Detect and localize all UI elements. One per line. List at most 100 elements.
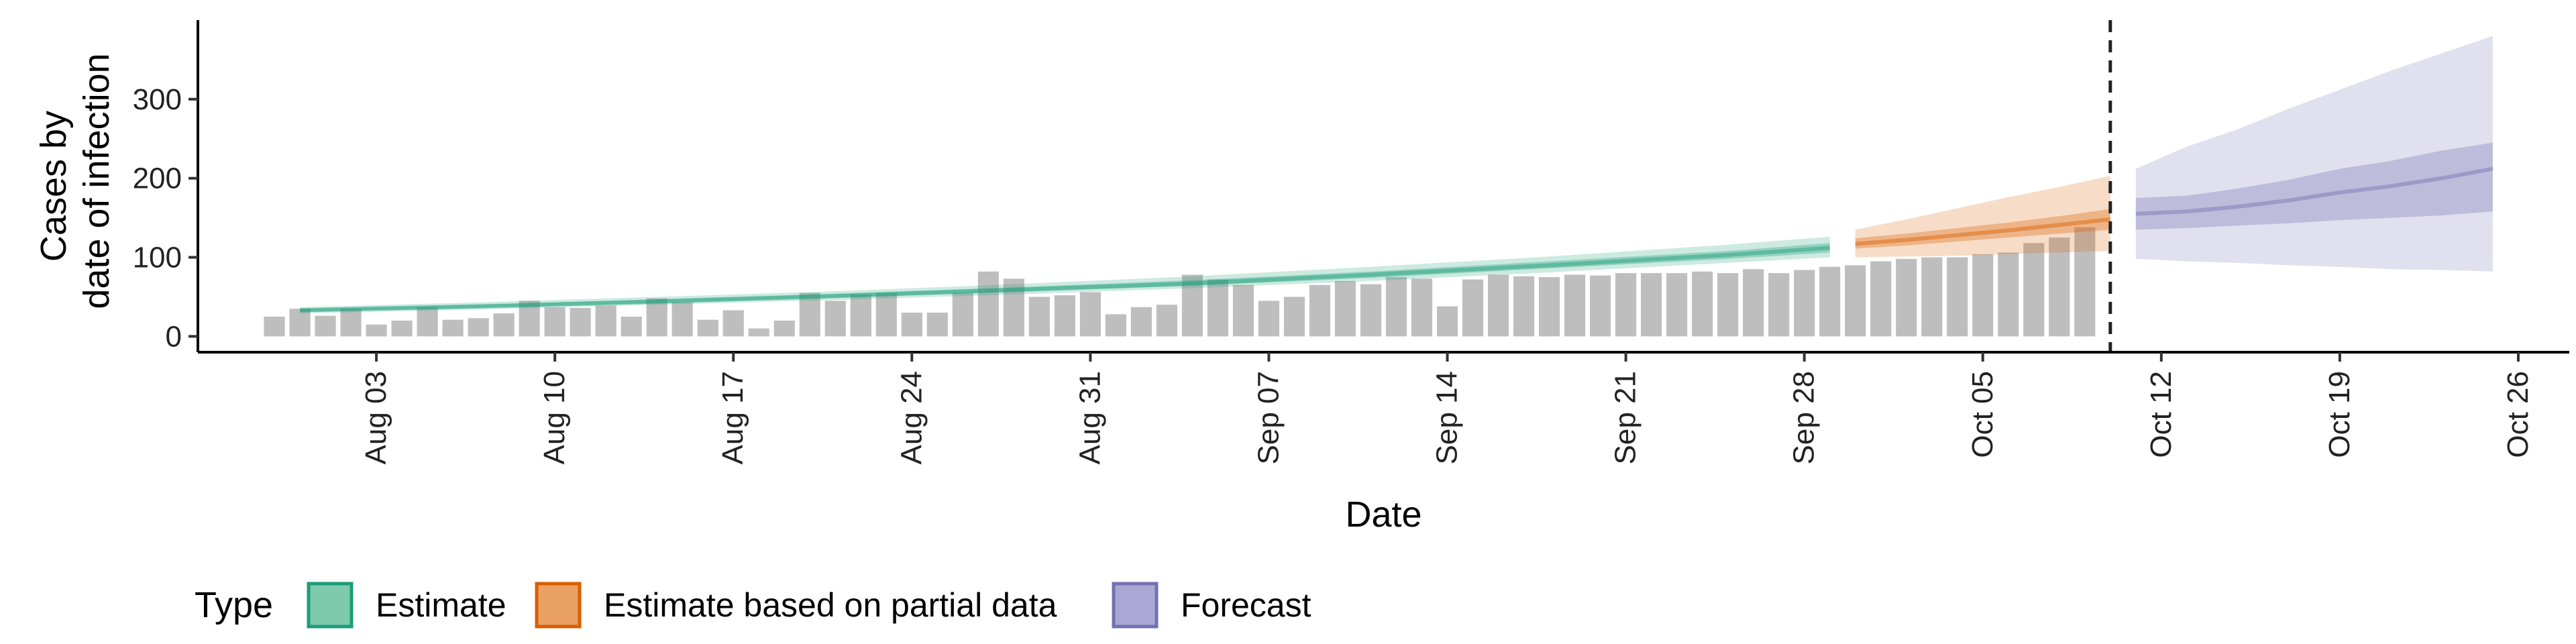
legend-key-partial [535, 582, 582, 629]
bar-9 [493, 313, 515, 337]
bar-28 [977, 271, 999, 337]
bar-53 [1615, 273, 1637, 337]
bar-16 [672, 302, 693, 337]
bar-50 [1538, 277, 1560, 337]
axes [197, 20, 2569, 354]
bar-68 [1998, 252, 2019, 337]
bar-14 [621, 316, 642, 337]
bar-71 [2074, 227, 2096, 337]
bar-4 [366, 324, 387, 337]
bar-45 [1411, 278, 1433, 337]
x-tick-label-9: Oct 05 [1966, 371, 1999, 458]
bar-70 [2049, 237, 2070, 337]
bar-48 [1487, 274, 1509, 337]
bar-35 [1156, 305, 1177, 337]
bar-29 [1003, 278, 1024, 337]
bar-47 [1462, 279, 1484, 337]
ribbon-50-1 [1855, 209, 2110, 249]
legend-label-partial: Estimate based on partial data [604, 586, 1057, 624]
bar-60 [1794, 270, 1815, 337]
legend-label-estimate: Estimate [376, 586, 506, 624]
bar-13 [595, 305, 616, 337]
legend-title: Type [195, 585, 273, 625]
ribbon-50-2 [2135, 142, 2493, 230]
bar-19 [748, 328, 769, 337]
ribbon-90-2 [2135, 36, 2493, 272]
bar-55 [1666, 273, 1688, 337]
bar-32 [1079, 292, 1101, 337]
bar-52 [1590, 275, 1611, 337]
bar-66 [1947, 257, 1968, 337]
bar-27 [952, 292, 973, 337]
ribbons [299, 36, 2493, 314]
bar-22 [824, 301, 846, 337]
median-line-2 [2135, 166, 2493, 216]
bar-62 [1845, 265, 1866, 337]
bar-54 [1641, 273, 1662, 337]
bar-63 [1870, 261, 1892, 337]
bar-15 [646, 298, 667, 337]
bar-67 [1972, 254, 1994, 337]
y-tick-label-0: 0 [166, 320, 182, 353]
legend-label-forecast: Forecast [1181, 586, 1311, 624]
bar-33 [1105, 314, 1126, 337]
y-tick-label-1: 100 [133, 241, 182, 274]
bar-7 [442, 319, 464, 337]
x-tick-label-0: Aug 03 [360, 371, 392, 464]
bar-44 [1385, 277, 1407, 337]
bar-11 [544, 307, 566, 337]
ribbon-90-1 [1855, 176, 2110, 258]
x-axis-title: Date [1345, 494, 1421, 535]
x-tick-label-1: Aug 10 [538, 371, 571, 464]
y-axis-title: Cases by date of infection [34, 53, 117, 309]
bar-46 [1436, 306, 1458, 337]
legend-key-estimate [307, 582, 354, 629]
bar-2 [315, 315, 336, 337]
bar-24 [875, 292, 897, 337]
bar-56 [1692, 271, 1713, 337]
bar-41 [1309, 284, 1331, 337]
x-tick-label-3: Aug 24 [895, 371, 928, 464]
bar-34 [1130, 307, 1152, 337]
y-axis-ticks: 0 100 200 300 [133, 83, 198, 353]
x-tick-label-8: Sep 28 [1788, 371, 1821, 464]
y-tick-label-2: 200 [133, 162, 182, 195]
bar-5 [391, 320, 413, 337]
bar-17 [697, 319, 718, 337]
bar-10 [519, 301, 540, 337]
bars [264, 227, 2096, 337]
median-line-1 [1855, 217, 2111, 246]
x-axis-ticks: Aug 03 Aug 10 Aug 17 Aug 24 Aug 31 Sep 07 Sep … [360, 352, 2534, 464]
bar-51 [1564, 274, 1586, 337]
bar-20 [773, 320, 795, 337]
x-tick-label-10: Oct 12 [2145, 371, 2178, 458]
bar-57 [1717, 273, 1739, 337]
bar-59 [1768, 273, 1790, 337]
bar-49 [1513, 276, 1535, 337]
bar-43 [1360, 284, 1382, 337]
y-tick-label-3: 300 [133, 83, 182, 116]
bar-26 [926, 313, 948, 337]
y-axis-title-line-1: Cases by [34, 111, 74, 262]
bar-69 [2023, 243, 2045, 337]
x-tick-label-11: Oct 19 [2323, 371, 2356, 458]
bar-3 [340, 309, 362, 337]
bar-30 [1028, 297, 1050, 337]
ribbon-90-0 [300, 236, 1830, 314]
legend-key-forecast [1112, 582, 1159, 629]
legend: Type Estimate Estimate based on partial … [195, 582, 1311, 629]
y-axis-title-line-2: date of infection [76, 53, 117, 309]
bar-18 [722, 310, 744, 337]
bar-58 [1743, 269, 1764, 337]
bar-39 [1258, 301, 1280, 337]
bar-36 [1181, 274, 1203, 337]
bar-38 [1232, 284, 1254, 337]
bar-6 [417, 307, 438, 337]
bar-12 [570, 308, 591, 337]
x-tick-label-7: Sep 21 [1609, 371, 1642, 464]
x-tick-label-6: Sep 14 [1431, 371, 1464, 464]
bar-25 [901, 313, 922, 337]
x-tick-label-5: Sep 07 [1252, 371, 1285, 464]
bar-42 [1334, 280, 1356, 337]
